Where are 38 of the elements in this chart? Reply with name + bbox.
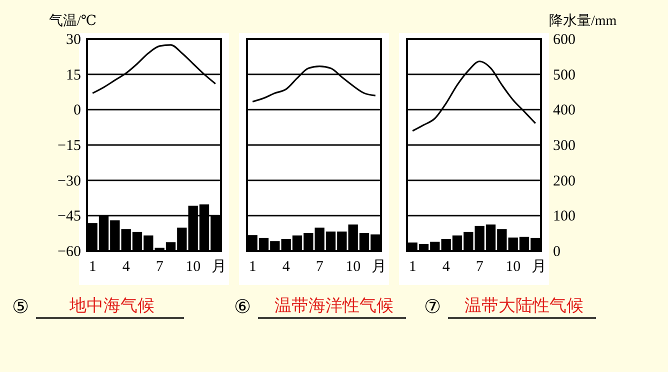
x-tick-label: 10 xyxy=(346,259,361,275)
y2-tick-label: 0 xyxy=(553,244,560,260)
line-series xyxy=(92,44,216,94)
x-tick-label: 7 xyxy=(156,259,164,275)
y2-axis-title: 降水量/mm xyxy=(549,13,617,29)
y-tick-label: 30 xyxy=(66,32,81,48)
x-tick-label: 4 xyxy=(122,259,130,275)
x-tick-label: 1 xyxy=(88,259,96,275)
x-tick-label: 4 xyxy=(282,259,290,275)
y2-tick-label: 600 xyxy=(553,32,576,48)
text: 温带海洋性气候 xyxy=(274,296,394,316)
y-axis-title: 气温/℃ xyxy=(49,13,97,29)
text: ⑦ xyxy=(424,297,441,318)
x-tick-label: 10 xyxy=(506,259,521,275)
y-tick-label: −45 xyxy=(58,208,81,225)
text: ⑤ xyxy=(12,297,29,318)
x-tick-label: 7 xyxy=(316,259,324,275)
x-tick-label: 1 xyxy=(248,259,256,275)
x-axis-title: 月 xyxy=(372,259,386,275)
text: 地中海气候 xyxy=(68,296,154,316)
x-tick-label: 7 xyxy=(476,259,484,275)
y-tick-label: 15 xyxy=(66,67,81,84)
y-tick-label: −15 xyxy=(58,138,81,154)
y2-tick-label: 500 xyxy=(553,67,576,84)
x-tick-label: 1 xyxy=(408,259,416,275)
y2-tick-label: 300 xyxy=(553,138,576,154)
text: 温带大陆性气候 xyxy=(464,296,584,316)
y2-tick-label: 200 xyxy=(553,173,576,190)
y2-tick-label: 400 xyxy=(553,102,576,119)
x-tick-label: 10 xyxy=(186,259,201,275)
x-axis-title: 月 xyxy=(532,259,546,275)
y2-tick-label: 100 xyxy=(553,208,576,225)
x-axis-title: 月 xyxy=(212,259,226,275)
y-tick-label: 0 xyxy=(74,102,81,119)
text: ⑥ xyxy=(234,297,251,318)
y-tick-label: −60 xyxy=(58,244,81,260)
y-tick-label: −30 xyxy=(58,173,81,190)
x-tick-label: 4 xyxy=(442,259,450,275)
